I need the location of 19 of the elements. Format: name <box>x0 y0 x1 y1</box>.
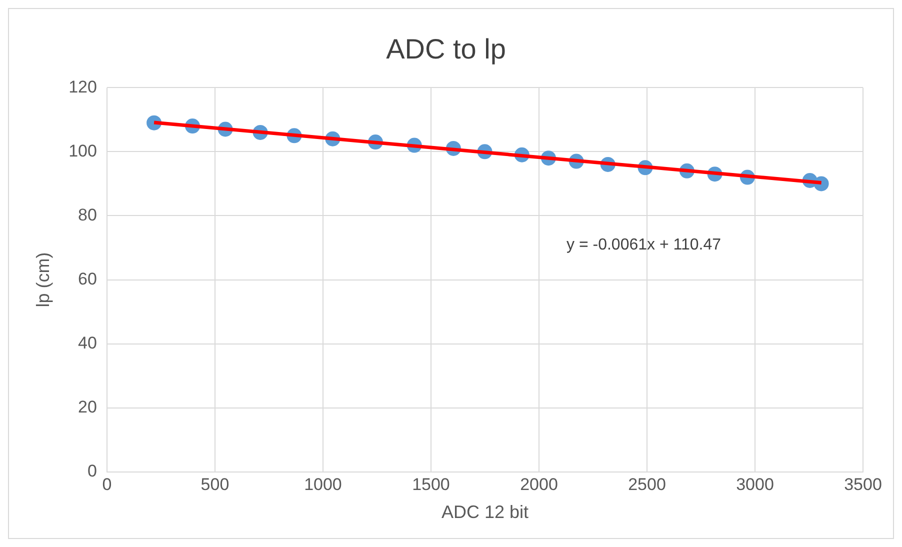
x-tick-label: 3500 <box>844 474 882 494</box>
y-tick-label: 100 <box>68 141 97 160</box>
x-tick-label: 2500 <box>628 474 666 494</box>
x-tick-label: 500 <box>200 474 230 494</box>
x-tick-label: 0 <box>102 474 112 494</box>
x-tick-label: 3000 <box>736 474 774 494</box>
y-tick-label: 40 <box>78 334 97 353</box>
annotation: y = -0.0061x + 110.47 <box>566 236 722 254</box>
y-tick-label: 120 <box>68 77 97 96</box>
chart-title: ADC to lp <box>386 34 506 65</box>
y-tick-label: 0 <box>87 462 97 481</box>
y-tick-label: 60 <box>78 269 97 288</box>
x-axis-title: ADC 12 bit <box>441 502 529 522</box>
x-tick-label: 1000 <box>304 474 342 494</box>
x-tick-label: 1500 <box>412 474 450 494</box>
x-tick-label: 2000 <box>520 474 558 494</box>
y-tick-label: 80 <box>78 205 97 224</box>
y-axis-title: lp (cm) <box>32 252 53 308</box>
y-tick-label: 20 <box>78 398 97 417</box>
